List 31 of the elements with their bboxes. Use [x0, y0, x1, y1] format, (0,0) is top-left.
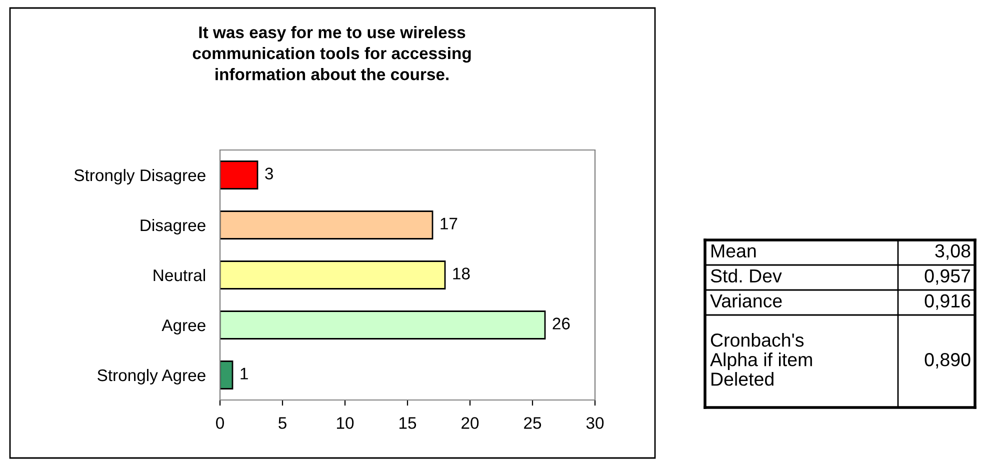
x-tick-label: 5 — [278, 417, 286, 429]
text: Mean — [712, 244, 756, 258]
data-label: 18 — [453, 268, 470, 280]
x-tick-label: 10 — [337, 417, 354, 429]
data-label: 26 — [552, 318, 570, 330]
x-tick-label: 25 — [524, 417, 542, 429]
text: 0,890 — [924, 353, 970, 368]
data-label: 3 — [265, 168, 273, 180]
bar — [220, 360, 234, 390]
text: Cronbach's Alpha if item Deleted — [710, 332, 812, 386]
text: Std. Dev — [710, 268, 782, 283]
x-tick-label: 30 — [586, 417, 604, 429]
y-tick-label: Neutral — [154, 268, 205, 282]
data-label: 1 — [240, 368, 248, 380]
bar — [220, 310, 546, 340]
x-tick-label: 20 — [462, 417, 479, 429]
y-tick-label: Disagree — [140, 218, 206, 234]
y-tick-label: Strongly Disagree — [74, 168, 206, 184]
text: Variance — [710, 294, 782, 308]
text: 0,957 — [924, 269, 970, 285]
text: 3,08 — [935, 244, 970, 260]
chart-title: It was easy for me to use wireless communication tools for accessing information about the course. — [192, 26, 471, 80]
bar — [220, 260, 446, 290]
x-tick-label: 0 — [216, 417, 224, 429]
x-tick-label: 15 — [400, 417, 416, 429]
data-label: 17 — [440, 218, 458, 230]
bar — [220, 210, 434, 240]
text: 0,916 — [924, 294, 970, 310]
bar — [220, 160, 258, 190]
y-tick-label: Agree — [162, 320, 206, 334]
y-tick-label: Strongly Agree — [98, 368, 206, 384]
